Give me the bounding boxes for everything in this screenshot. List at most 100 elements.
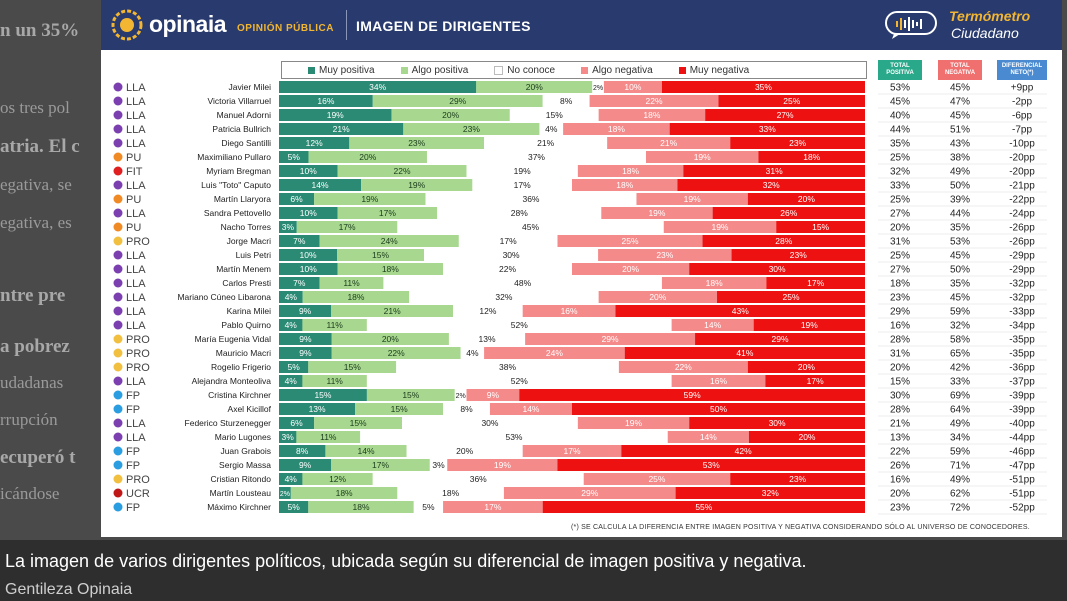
bar-value-label: 16% <box>710 376 727 386</box>
bar-value-label: 5% <box>288 502 301 512</box>
party-dot <box>113 124 123 134</box>
chart-header: opinaia OPINIÓN PÚBLICA IMAGEN DE DIRIGE… <box>101 0 1062 50</box>
bar-value-label: 27% <box>777 110 794 120</box>
bar-value-label: 15% <box>546 110 563 120</box>
total-positiva-value: 31% <box>890 349 910 360</box>
bar-value-label: 4% <box>285 320 298 330</box>
footnote: (*) SE CALCULA LA DIFERENCIA ENTRE IMAGE… <box>571 524 1030 531</box>
chart-row: PU Martín Llaryora 6% 19% 36% 19% 20% 25% 39% -22… <box>113 193 1047 207</box>
diferencial-value: -52pp <box>1009 503 1035 514</box>
total-positiva-value: 33% <box>890 181 910 192</box>
legend-item: No conoce <box>494 65 555 76</box>
total-positiva-value: 25% <box>890 251 910 262</box>
bar-value-label: 21% <box>537 138 554 148</box>
chart-row: LLA Mario Lugones 3% 11% 53% 14% 20% 13% 34% -44p… <box>113 431 1047 445</box>
bar-segment <box>279 473 303 485</box>
bar-value-label: 21% <box>660 138 677 148</box>
bar-segment <box>279 389 367 401</box>
bar-segment <box>572 179 678 191</box>
bar-value-label: 4% <box>285 292 298 302</box>
bar-segment <box>539 123 564 135</box>
total-negativa-value: 35% <box>950 223 970 234</box>
bar-segment <box>314 417 403 429</box>
bar-value-label: 23% <box>463 124 480 134</box>
bar-value-label: 9% <box>299 460 312 470</box>
bar-value-label: 3% <box>432 460 445 470</box>
party-dot <box>113 292 123 302</box>
bar-segment <box>618 361 748 373</box>
legend-item: Algo positiva <box>400 65 468 76</box>
total-negativa-value: 33% <box>950 377 970 388</box>
bar-segment <box>391 109 510 121</box>
bar-value-label: 13% <box>309 404 326 414</box>
bar-segment <box>503 487 676 499</box>
bar-segment <box>337 207 438 219</box>
party-label: LLA <box>126 306 146 318</box>
chart-row: PRO Rogelio Frigerio 5% 15% 38% 22% 20% 20% 42% -… <box>113 361 1047 375</box>
bar-value-label: 19% <box>801 320 818 330</box>
total-negativa-value: 34% <box>950 433 970 444</box>
diferencial-value: -39pp <box>1009 391 1035 402</box>
party-dot <box>113 236 123 246</box>
diferencial-value: -2pp <box>1012 97 1032 108</box>
leader-name: Federico Sturzenegger <box>185 418 272 428</box>
legend-item: Muy positiva <box>308 65 375 76</box>
diferencial-value: -37pp <box>1009 377 1035 388</box>
party-label: LLA <box>126 208 146 220</box>
total-positiva-value: 45% <box>890 97 910 108</box>
bar-segment <box>279 361 309 373</box>
chart-row: PRO María Eugenia Vidal 9% 20% 13% 29% 29% 28% 5… <box>113 333 1047 347</box>
bar-value-label: 23% <box>408 138 425 148</box>
bar-value-label: 15% <box>314 390 331 400</box>
bar-segment <box>589 95 719 107</box>
leader-name: Martín Llaryora <box>214 194 271 204</box>
total-negativa-value: 49% <box>950 167 970 178</box>
bar-value-label: 16% <box>561 306 578 316</box>
chart-row: LLA Alejandra Monteoliva 4% 11% 52% 16% 17% 15%… <box>113 375 1047 389</box>
bar-value-label: 32% <box>763 180 780 190</box>
bar-value-label: 11% <box>343 278 360 288</box>
bar-segment <box>397 487 504 499</box>
bar-segment <box>636 193 748 205</box>
leader-name: Juan Grabois <box>220 446 271 456</box>
bar-value-label: 5% <box>288 152 301 162</box>
chart-row: PRO Cristian Ritondo 4% 12% 36% 25% 23% 16% 49% -… <box>113 473 1047 487</box>
bar-segment <box>337 263 444 275</box>
party-label: FP <box>126 404 140 416</box>
total-positiva-value: 35% <box>890 139 910 150</box>
diferencial-value: -29pp <box>1009 265 1035 276</box>
bar-segment <box>712 207 865 219</box>
bar-value-label: 11% <box>326 320 343 330</box>
bar-segment <box>702 235 865 247</box>
legend-swatch <box>494 65 504 75</box>
party-label: LLA <box>126 180 146 192</box>
bar-segment <box>426 151 646 163</box>
diferencial-value: -26pp <box>1009 223 1035 234</box>
bar-value-label: 7% <box>293 278 306 288</box>
bar-segment <box>279 137 350 149</box>
diferencial-value: -6pp <box>1012 111 1032 122</box>
party-label: LLA <box>126 320 146 332</box>
leader-name: Patricia Bullrich <box>212 124 271 134</box>
bar-segment <box>542 95 590 107</box>
chart-row: PRO Jorge Macri 7% 24% 17% 25% 28% 31% 53% -26pp <box>113 235 1047 249</box>
bar-segment <box>572 263 690 275</box>
total-negativa-value: 69% <box>950 391 970 402</box>
bar-value-label: 20% <box>382 334 399 344</box>
total-positiva-value: 15% <box>890 377 910 388</box>
total-positiva-value: 16% <box>890 321 910 332</box>
leader-name: Victoria Villarruel <box>208 96 272 106</box>
bar-segment <box>279 417 315 429</box>
legend-label: Muy negativa <box>689 64 750 76</box>
bar-value-label: 28% <box>775 236 792 246</box>
legend-swatch <box>678 66 686 74</box>
bar-segment <box>279 277 320 289</box>
total-negativa-value: 53% <box>950 237 970 248</box>
total-positiva-value: 53% <box>890 83 910 94</box>
bar-value-label: 8% <box>560 96 573 106</box>
bar-value-label: 59% <box>684 390 701 400</box>
bar-segment <box>675 487 865 499</box>
bar-value-label: 19% <box>625 418 642 428</box>
chart-row: LLA Javier Milei 34% 20% 2% 10% 35% 53% 45% +9pp <box>113 81 1047 95</box>
bar-segment <box>296 431 361 443</box>
